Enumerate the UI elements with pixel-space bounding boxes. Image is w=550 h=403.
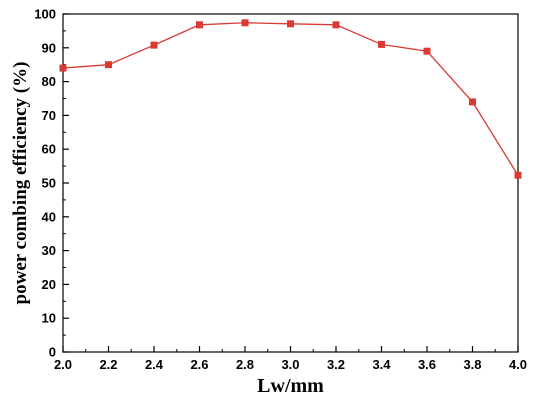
y-tick-label: 0 — [49, 345, 56, 360]
x-axis-title: Lw/mm — [257, 375, 324, 397]
x-tick-label: 3.8 — [463, 357, 481, 372]
data-point — [514, 171, 522, 179]
plot-frame — [62, 13, 519, 353]
x-tick-label: 3.6 — [418, 357, 436, 372]
y-tick-label: 50 — [42, 176, 56, 191]
x-tick-label: 2.0 — [54, 357, 72, 372]
data-point — [469, 98, 476, 106]
series-line — [62, 22, 519, 176]
y-tick-label: 60 — [42, 142, 56, 157]
y-tick-label: 20 — [42, 277, 56, 292]
data-point — [287, 20, 294, 28]
data-point — [150, 41, 158, 49]
x-tick-label: 3.4 — [372, 357, 391, 372]
series-layer — [59, 19, 522, 179]
y-tick-label: 80 — [42, 74, 56, 89]
y-axis-title: power combing efficiency (%) — [10, 62, 31, 305]
data-point — [332, 21, 340, 29]
y-tick-label: 70 — [42, 108, 56, 123]
y-tick-label: 90 — [42, 40, 56, 55]
x-tick-label: 4.0 — [509, 357, 527, 372]
data-point — [59, 64, 67, 72]
y-tick-label: 10 — [42, 311, 56, 326]
x-tick-label: 2.2 — [99, 357, 117, 372]
data-point — [196, 21, 203, 29]
x-tick-label: 2.4 — [145, 357, 164, 372]
y-tick-label: 100 — [34, 7, 56, 22]
axis-ticks: 2.0 2.2 2.4 2.6 2.8 3.0 3.2 3.4 3.6 3.8 4.0 0 10 20 30… — [34, 7, 527, 373]
x-tick-label: 2.8 — [236, 357, 254, 372]
x-tick-label: 2.6 — [190, 357, 208, 372]
y-tick-label: 30 — [42, 243, 56, 258]
data-point — [423, 47, 431, 55]
data-point — [378, 40, 385, 48]
data-point — [241, 19, 249, 27]
data-point — [105, 61, 112, 69]
x-tick-label: 3.2 — [327, 357, 345, 372]
y-tick-label: 40 — [42, 209, 56, 224]
x-tick-label: 3.0 — [281, 357, 299, 372]
